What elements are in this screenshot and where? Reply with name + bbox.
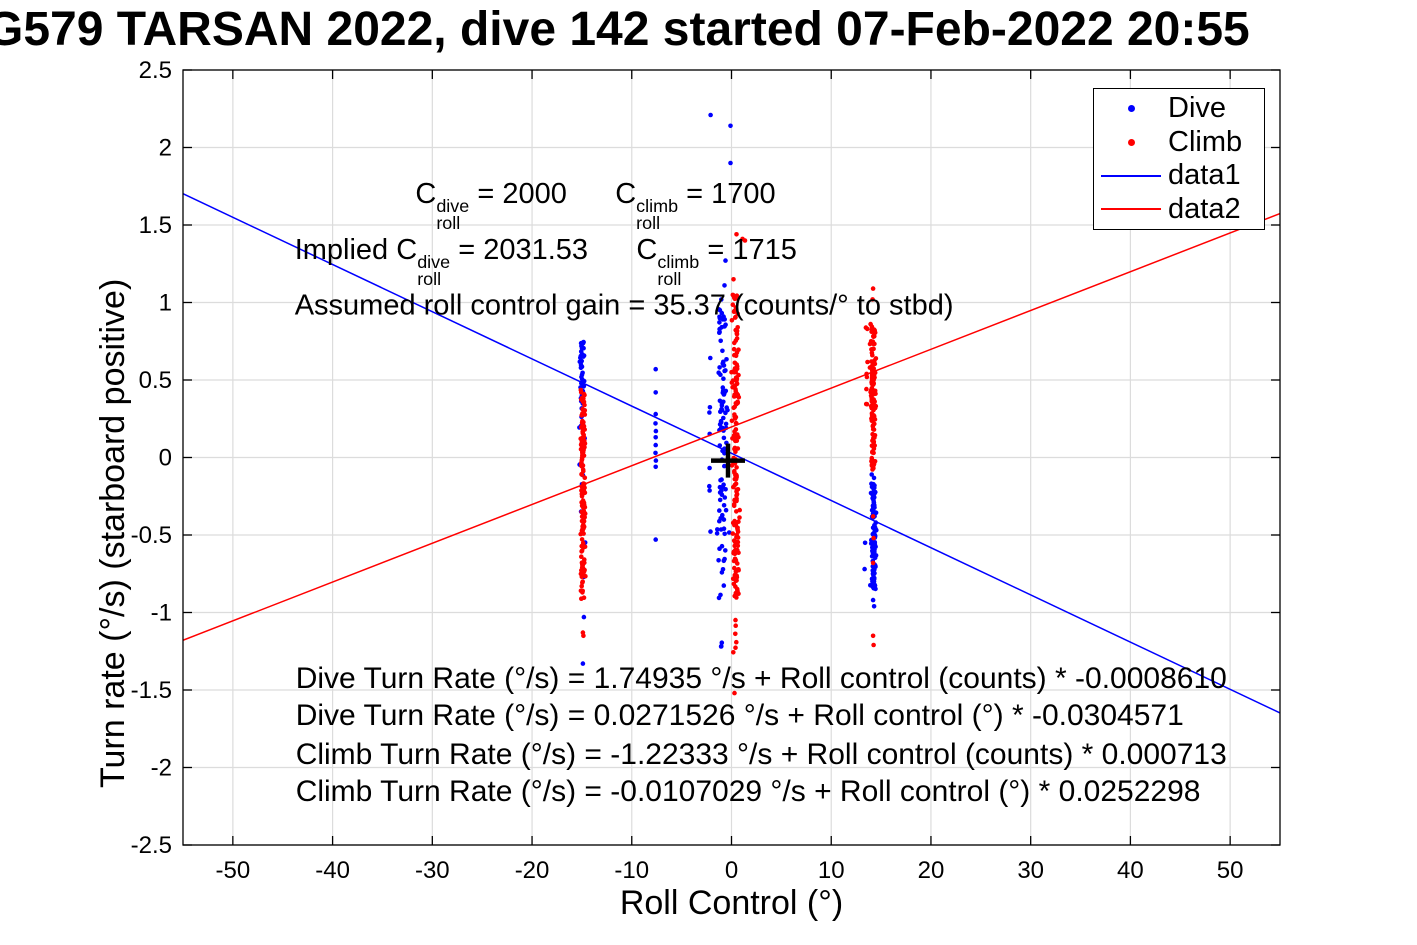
svg-text:0.5: 0.5 [139,367,172,394]
svg-text:30: 30 [1017,857,1044,884]
chart-title: G579 TARSAN 2022, dive 142 started 07-Fe… [0,3,1250,56]
annotation-fit-equation-0: Dive Turn Rate (°/s) = 1.74935 °/s + Rol… [295,662,1227,696]
climb-scatter [578,232,879,696]
x-tick-labels: -50 -40 -30 -20 -10 0 10 20 30 40 50 [216,857,1244,884]
annotation-fit-equation-1: Dive Turn Rate (°/s) = 0.0271526 °/s + R… [295,699,1184,733]
svg-text:50: 50 [1217,857,1244,884]
svg-text:-2: -2 [151,755,172,782]
svg-text:1.5: 1.5 [139,212,172,239]
y-tick-labels: -2.5 -2 -1.5 -1 -0.5 0 0.5 1 1.5 2 2.5 [131,57,172,859]
svg-text:0: 0 [725,857,738,884]
legend-item-dive: Dive [1094,92,1264,125]
svg-text:-20: -20 [515,857,550,884]
axes-box [182,69,1281,846]
legend-item-data2: data2 [1094,193,1264,225]
svg-text:20: 20 [918,857,945,884]
climb-dot-marker-icon [1094,138,1168,146]
legend-label: Dive [1168,92,1227,125]
svg-text:10: 10 [818,857,845,884]
svg-text:2.5: 2.5 [139,57,172,84]
legend-label: data1 [1168,159,1241,192]
svg-text:-1: -1 [151,600,172,627]
legend-item-climb: Climb [1094,126,1264,158]
legend-item-data1: data1 [1094,159,1264,192]
svg-text:-2.5: -2.5 [131,832,172,859]
annotation-fit-equation-3: Climb Turn Rate (°/s) = -0.0107029 °/s +… [295,775,1201,809]
legend: Dive Climb data1 data2 [1093,88,1265,230]
svg-text:-40: -40 [315,857,350,884]
svg-text:2: 2 [159,135,172,162]
x-axis-label: Roll Control (°) [619,884,844,922]
legend-label: Climb [1168,125,1243,158]
dive-dot-marker-icon [1094,105,1168,113]
svg-text:-10: -10 [614,857,649,884]
svg-text:0: 0 [159,445,172,472]
legend-label: data2 [1168,192,1241,225]
data1-line-marker-icon [1094,174,1168,177]
svg-text:-50: -50 [216,857,251,884]
svg-text:-1.5: -1.5 [131,677,172,704]
plus-marker [711,443,746,478]
data2-line-marker-icon [1094,208,1168,211]
fit-line-data2 [182,212,1281,641]
svg-text:1: 1 [159,290,172,317]
fit-line-data1 [182,193,1281,714]
y-axis-label: Turn rate (°/s) (starboard positive) [94,278,132,788]
svg-text:-0.5: -0.5 [131,522,172,549]
svg-text:40: 40 [1117,857,1144,884]
svg-text:-30: -30 [415,857,450,884]
annotation-fit-equation-2: Climb Turn Rate (°/s) = -1.22333 °/s + R… [295,738,1227,772]
annotation-upper-2: Assumed roll control gain = 35.37 (count… [294,289,954,322]
